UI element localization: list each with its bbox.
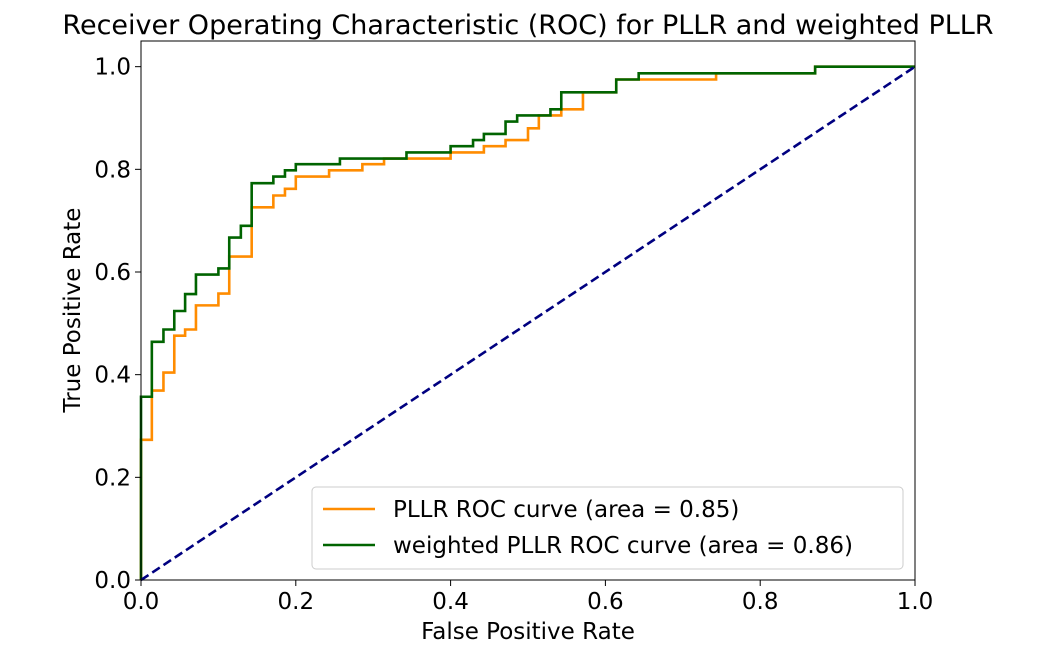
x-tick-label: 0.6: [587, 589, 624, 615]
legend-entry-label: weighted PLLR ROC curve (area = 0.86): [393, 533, 853, 559]
series-line-1: [139, 65, 915, 580]
chance-diagonal-line: [140, 65, 916, 582]
x-axis-label: False Positive Rate: [421, 619, 635, 645]
plot-frame: [140, 40, 916, 581]
x-tick-label: 0.2: [278, 589, 315, 615]
x-tick-label: 1.0: [897, 589, 934, 615]
x-tick-label: 0.8: [742, 589, 779, 615]
y-tick-label: 0.2: [94, 465, 131, 491]
y-tick-label: 0.0: [94, 568, 131, 594]
chart-title: Receiver Operating Characteristic (ROC) …: [62, 10, 993, 41]
x-tick-label: 0.0: [123, 589, 160, 615]
y-tick-label: 1.0: [94, 55, 131, 81]
y-tick-label: 0.4: [94, 363, 131, 389]
y-axis-ticks: 0.0 0.2 0.4 0.6 0.8 1.0: [94, 55, 141, 594]
series-line-2: [139, 65, 915, 580]
x-axis-ticks: 0.0 0.2 0.4 0.6 0.8 1.0: [123, 580, 934, 615]
y-tick-label: 0.6: [94, 260, 131, 286]
x-tick-label: 0.4: [432, 589, 469, 615]
legend-entry-label: PLLR ROC curve (area = 0.85): [393, 497, 739, 523]
plot-area: [139, 40, 916, 582]
y-axis-label: True Positive Rate: [60, 208, 86, 414]
y-tick-label: 0.8: [94, 157, 131, 183]
legend-box: [311, 486, 904, 570]
legend: PLLR ROC curve (area = 0.85) weighted PLL…: [311, 486, 904, 570]
